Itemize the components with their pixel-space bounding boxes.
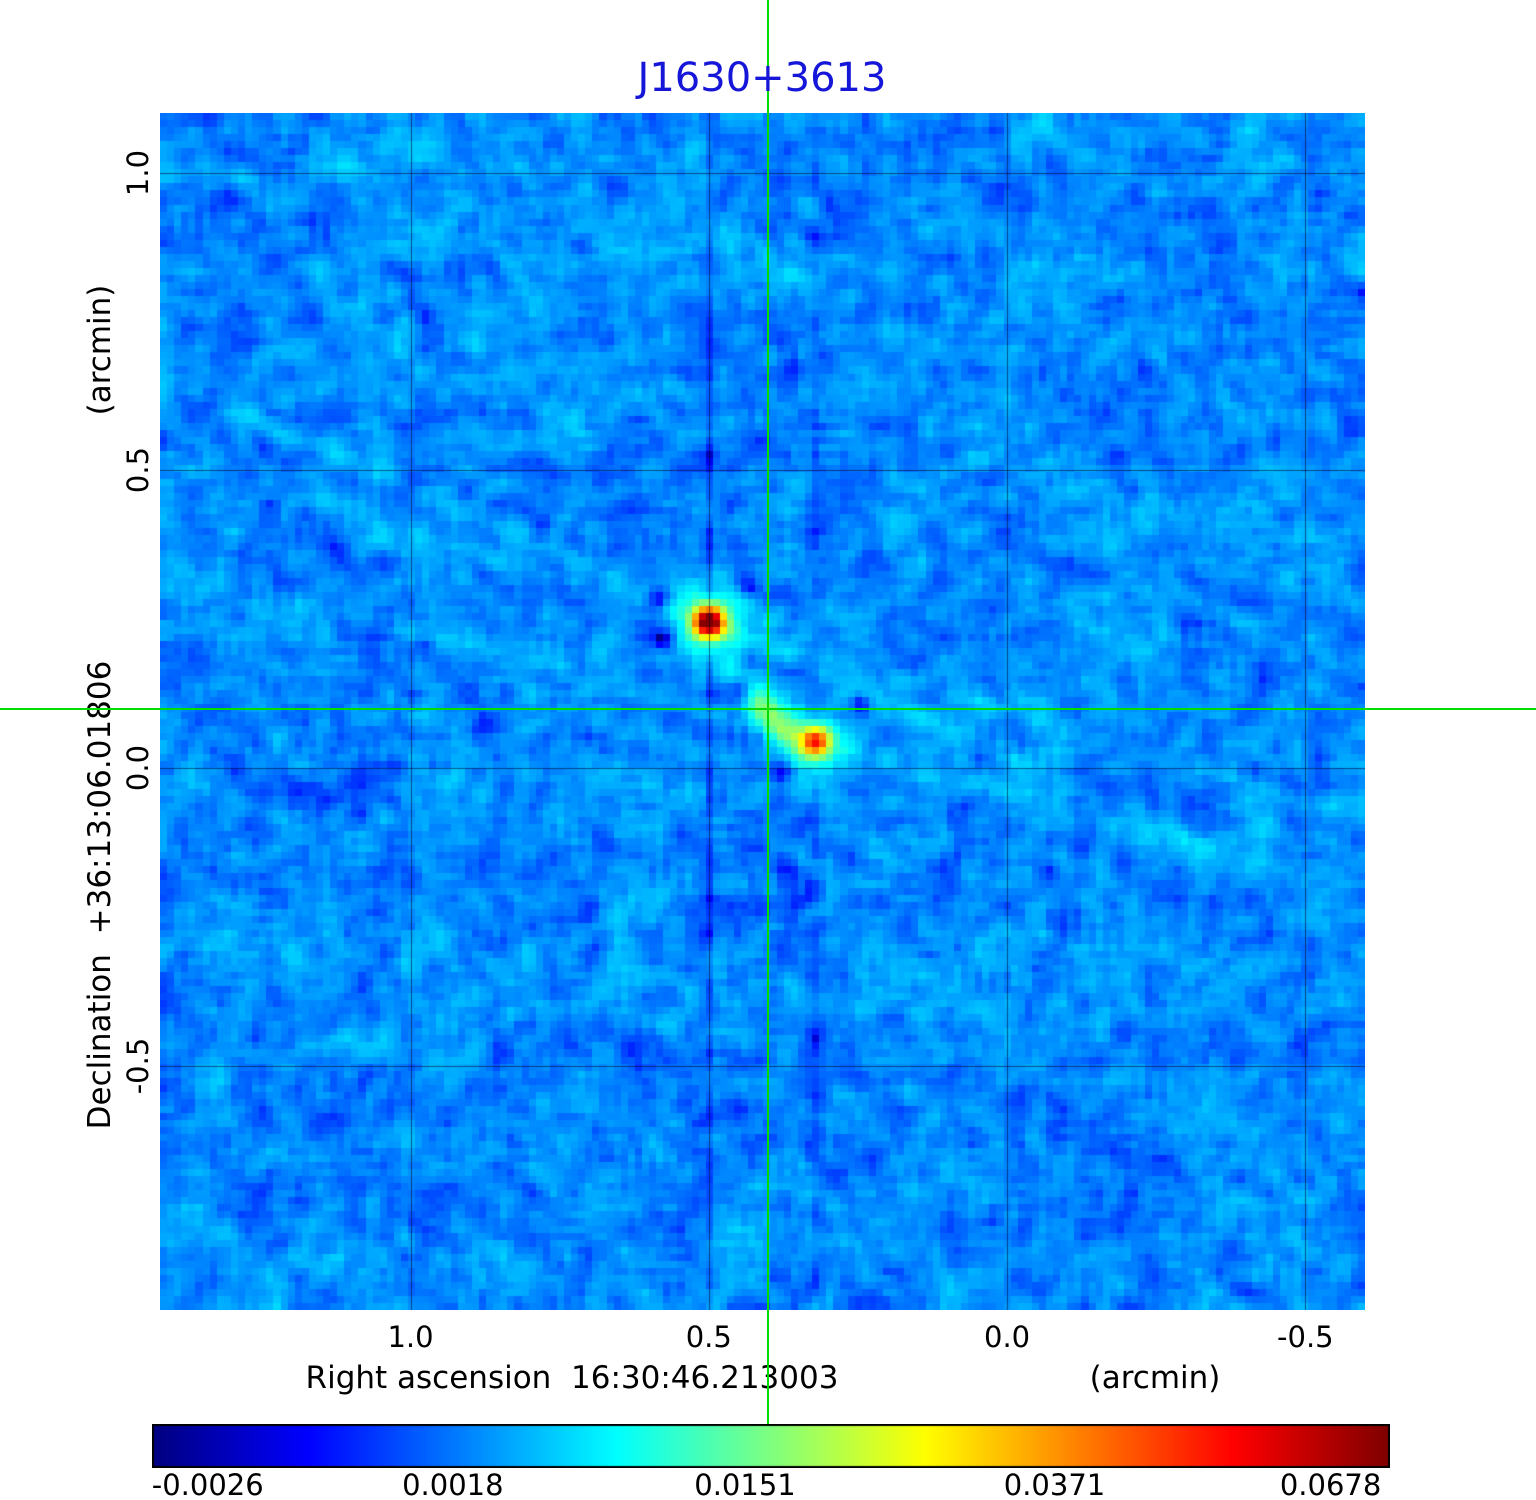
x-axis-label: Right ascension 16:30:46.213003: [305, 1360, 839, 1396]
crosshair-vertical-line: [767, 0, 770, 1424]
colorbar-tick-label: 0.0678: [1279, 1468, 1382, 1500]
colorbar-canvas: [152, 1424, 1390, 1468]
colorbar-tick-label: 0.0371: [1003, 1468, 1106, 1500]
y-tick-label: -0.5: [121, 1037, 155, 1095]
y-tick-label: 1.0: [121, 149, 155, 196]
x-tick-label: 0.5: [685, 1320, 732, 1354]
x-tick-label: 0.0: [984, 1320, 1031, 1354]
sky-image-canvas[interactable]: [160, 113, 1365, 1310]
y-tick-label: 0.0: [121, 745, 155, 792]
y-axis-label: Declination +36:13:06.01806: [82, 660, 118, 1130]
y-tick-label: 0.5: [121, 447, 155, 494]
x-tick-label: 1.0: [387, 1320, 434, 1354]
colorbar-tick-label: -0.0026: [151, 1468, 264, 1500]
source-title: J1630+3613: [637, 55, 887, 101]
crosshair-horizontal-line: [0, 707, 1536, 710]
colorbar-tick-label: 0.0151: [694, 1468, 796, 1500]
y-axis-unit: (arcmin): [82, 284, 118, 416]
x-axis-unit: (arcmin): [1089, 1360, 1221, 1396]
x-tick-label: -0.5: [1277, 1320, 1334, 1354]
colorbar-tick-label: 0.0018: [402, 1468, 504, 1500]
